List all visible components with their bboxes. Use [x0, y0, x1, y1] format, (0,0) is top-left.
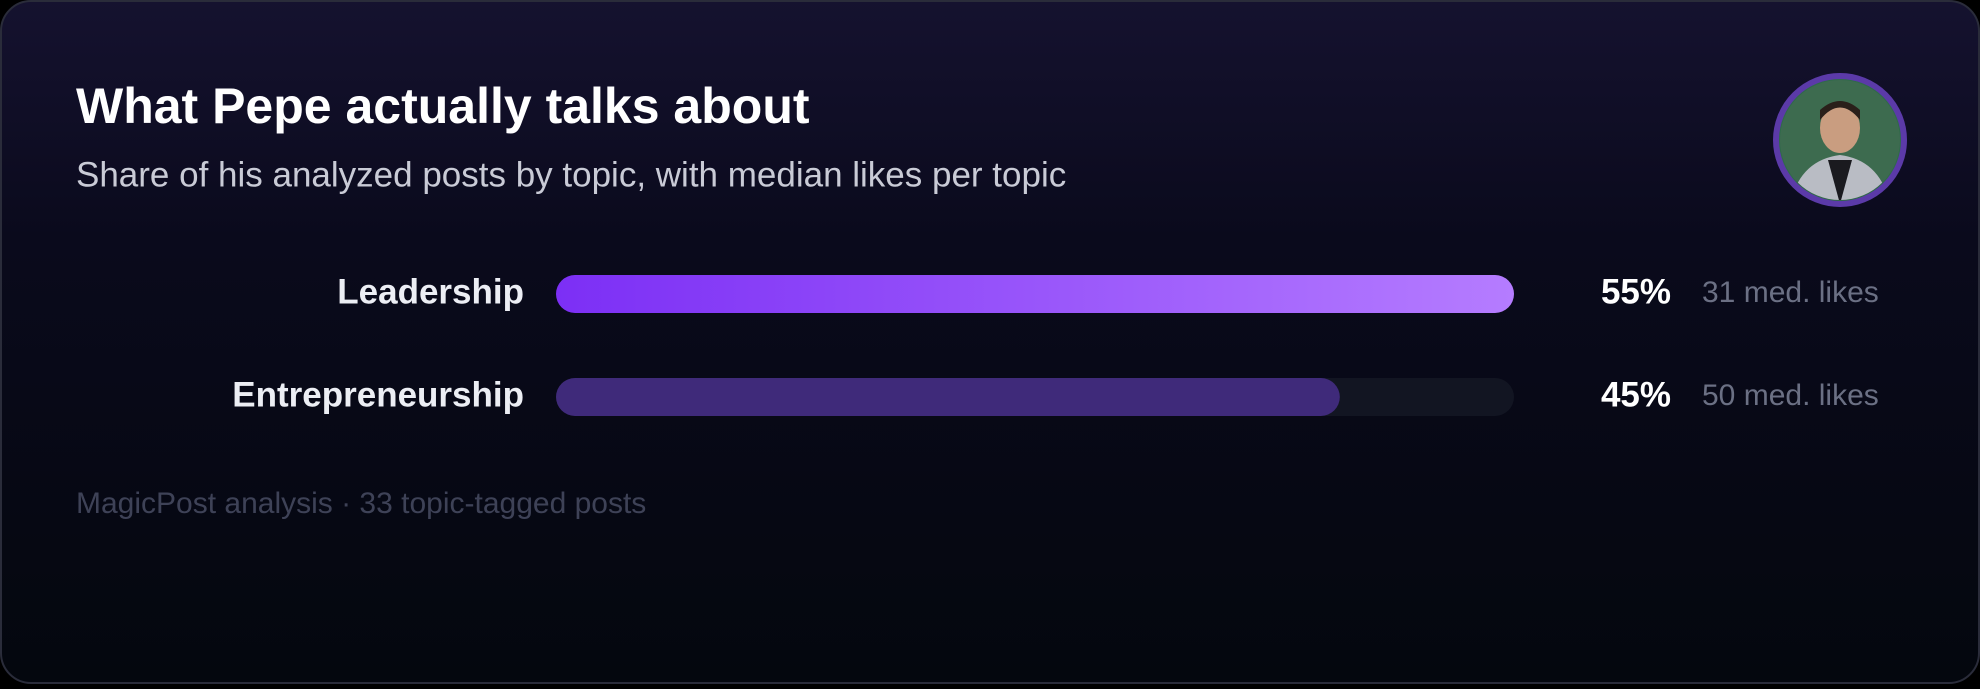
category-label: Leadership [337, 272, 524, 311]
chart-subtitle: Share of his analyzed posts by topic, wi… [76, 155, 1066, 194]
footer: MagicPost analysis · 33 topic-tagged pos… [76, 487, 646, 520]
bar [556, 378, 1340, 416]
value-label: 45% [1601, 375, 1671, 414]
avatar-shirt [1828, 160, 1852, 200]
likes-label: 31 med. likes [1702, 276, 1879, 309]
avatar-hair [1820, 101, 1860, 120]
chart-title: What Pepe actually talks about [76, 78, 810, 134]
category-label: Entrepreneurship [232, 375, 524, 414]
avatar [1773, 73, 1907, 207]
avatar-face [1820, 103, 1860, 153]
bar [556, 275, 1514, 313]
likes-label: 50 med. likes [1702, 379, 1879, 412]
value-label: 55% [1601, 272, 1671, 311]
